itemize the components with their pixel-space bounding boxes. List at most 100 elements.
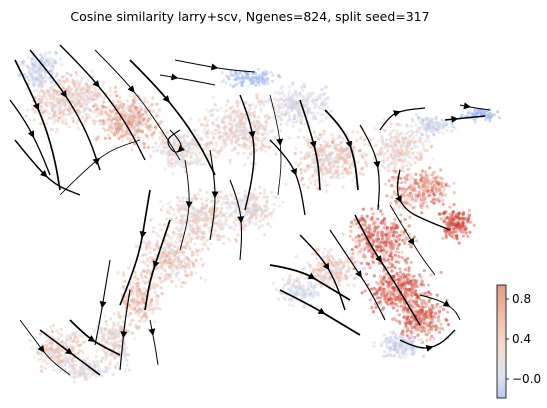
scatter-point bbox=[457, 221, 461, 225]
scatter-point bbox=[455, 234, 459, 238]
scatter-point bbox=[427, 183, 431, 187]
scatter-point bbox=[190, 219, 195, 223]
scatter-point bbox=[407, 269, 411, 273]
scatter-point bbox=[33, 70, 37, 74]
scatter-point bbox=[383, 259, 387, 263]
scatter-point bbox=[398, 267, 402, 271]
scatter-point bbox=[296, 164, 300, 168]
scatter-point bbox=[466, 234, 470, 238]
scatter-point bbox=[263, 132, 267, 136]
scatter-point bbox=[387, 179, 391, 183]
scatter-point bbox=[39, 53, 43, 57]
scatter-point bbox=[327, 278, 331, 282]
scatter-point bbox=[440, 118, 444, 122]
scatter-point bbox=[460, 113, 464, 117]
scatter-point bbox=[134, 98, 138, 102]
scatter-point bbox=[321, 153, 325, 157]
scatter-point bbox=[312, 114, 316, 118]
scatter-point bbox=[382, 275, 387, 279]
scatter-point bbox=[31, 82, 36, 86]
scatter-point bbox=[236, 121, 240, 125]
scatter-point bbox=[299, 113, 303, 117]
scatter-point bbox=[372, 340, 376, 344]
scatter-point bbox=[319, 270, 323, 274]
scatter-point bbox=[355, 259, 359, 264]
scatter-point bbox=[317, 152, 321, 157]
scatter-point bbox=[335, 149, 339, 153]
scatter-point bbox=[331, 281, 336, 285]
scatter-point bbox=[430, 188, 434, 192]
scatter-point bbox=[448, 219, 452, 223]
scatter-point bbox=[354, 235, 358, 239]
scatter-point bbox=[175, 202, 179, 207]
scatter-point bbox=[49, 60, 54, 64]
scatter-point bbox=[393, 192, 397, 196]
scatter-point bbox=[382, 159, 386, 163]
scatter-point bbox=[84, 112, 88, 117]
scatter-point bbox=[180, 222, 184, 226]
scatter-point bbox=[212, 135, 216, 140]
scatter-point bbox=[94, 137, 99, 141]
scatter-point bbox=[205, 135, 209, 139]
scatter-point bbox=[152, 149, 156, 153]
scatter-point bbox=[118, 95, 122, 99]
scatter-point bbox=[158, 135, 162, 139]
scatter-point bbox=[306, 107, 310, 111]
scatter-point bbox=[224, 81, 228, 85]
scatter-point bbox=[218, 136, 222, 140]
scatter-point bbox=[168, 201, 172, 205]
scatter-point bbox=[376, 296, 380, 300]
scatter-point bbox=[181, 161, 185, 165]
scatter-point bbox=[397, 186, 401, 190]
scatter-point bbox=[24, 87, 28, 91]
scatter-point bbox=[309, 165, 313, 169]
scatter-point bbox=[314, 102, 318, 106]
scatter-point bbox=[119, 105, 123, 109]
scatter-point bbox=[364, 153, 368, 157]
scatter-point bbox=[476, 108, 480, 112]
scatter-point bbox=[74, 88, 78, 92]
scatter-point bbox=[420, 292, 424, 296]
scatter-point bbox=[17, 73, 22, 77]
scatter-point bbox=[407, 266, 411, 270]
scatter-point bbox=[243, 119, 248, 123]
scatter-point bbox=[130, 147, 134, 151]
scatter-point bbox=[382, 155, 386, 159]
scatter-point bbox=[318, 120, 322, 124]
scatter-point bbox=[385, 284, 389, 288]
scatter-point bbox=[387, 353, 391, 357]
scatter-point bbox=[417, 317, 421, 321]
scatter-point bbox=[420, 302, 424, 306]
scatter-point bbox=[323, 145, 327, 149]
scatter-point bbox=[348, 163, 352, 167]
scatter-point bbox=[291, 120, 295, 124]
scatter-point bbox=[349, 225, 353, 229]
scatter-point bbox=[442, 220, 446, 224]
scatter-point bbox=[298, 110, 302, 114]
scatter-point bbox=[281, 278, 285, 282]
scatter-point bbox=[449, 233, 453, 237]
scatter-point bbox=[427, 194, 431, 198]
scatter-point bbox=[181, 218, 185, 222]
scatter-point bbox=[236, 104, 240, 108]
scatter-point bbox=[129, 138, 133, 142]
scatter-point bbox=[419, 341, 423, 345]
scatter-point bbox=[133, 105, 137, 109]
scatter-point bbox=[224, 103, 229, 107]
scatter-point bbox=[105, 113, 109, 117]
scatter-point bbox=[396, 247, 400, 251]
scatter-point bbox=[375, 143, 379, 147]
scatter-point bbox=[310, 99, 314, 103]
scatter-point bbox=[307, 293, 312, 297]
scatter-point bbox=[302, 183, 306, 187]
scatter-point bbox=[390, 297, 394, 301]
scatter-point bbox=[371, 310, 375, 314]
scatter-point bbox=[423, 315, 427, 319]
scatter-point bbox=[431, 157, 436, 161]
scatter-point bbox=[246, 138, 250, 142]
scatter-point bbox=[365, 214, 369, 218]
scatter-point bbox=[305, 111, 310, 115]
scatter-point bbox=[210, 141, 214, 145]
scatter-point bbox=[420, 280, 424, 285]
scatter-point bbox=[106, 128, 110, 132]
